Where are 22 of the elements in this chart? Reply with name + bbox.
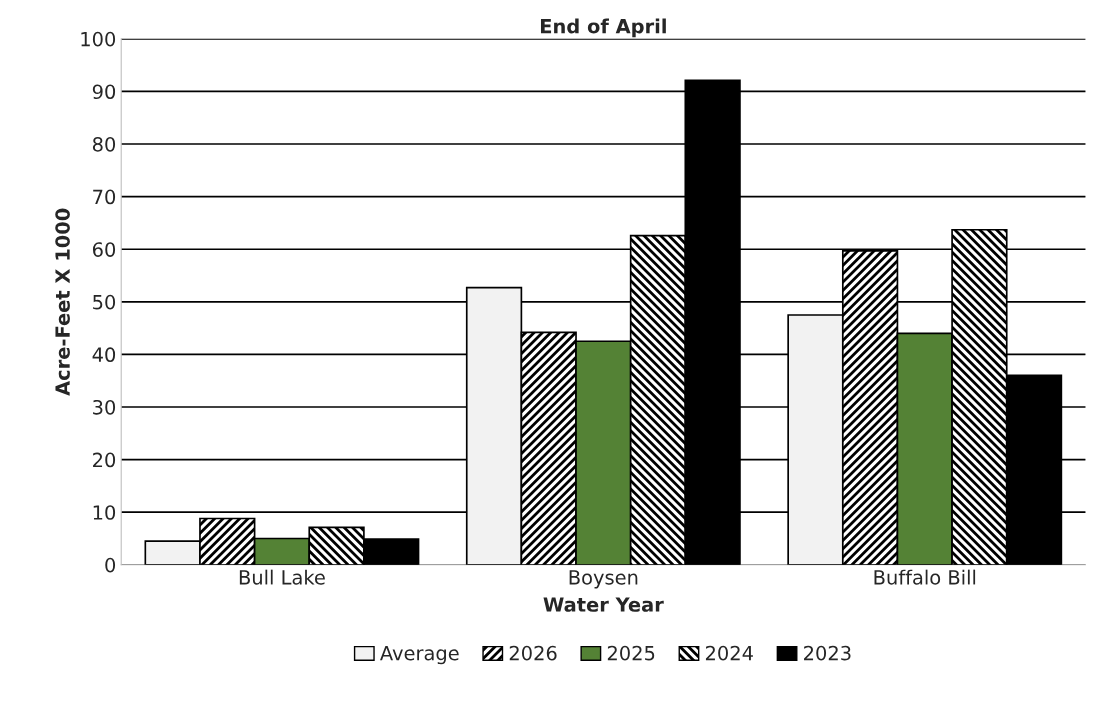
y-tick-label: 60 xyxy=(92,242,116,257)
y-tick-label: 0 xyxy=(105,557,116,573)
y-tick-label: 20 xyxy=(93,452,116,468)
x-axis-title: Water Year xyxy=(543,597,664,612)
y-tick-label: 40 xyxy=(92,347,116,363)
legend-label: 2023 xyxy=(804,645,851,661)
x-tick-label: Bull Lake xyxy=(239,569,325,585)
legend-label: 2026 xyxy=(509,645,557,661)
chart-title: End of April xyxy=(540,18,666,38)
y-tick-label: 100 xyxy=(81,31,116,47)
y-tick-label: 90 xyxy=(92,84,116,100)
y-tick-label: 70 xyxy=(93,189,116,205)
legend-label: Average xyxy=(380,646,459,665)
x-tick-label: Boysen xyxy=(569,570,638,589)
y-tick-label: 30 xyxy=(93,399,116,415)
legend-label: 2024 xyxy=(705,645,753,661)
y-tick-label: 80 xyxy=(92,136,116,152)
x-tick-label: Buffalo Bill xyxy=(874,569,976,585)
legend-label: 2025 xyxy=(607,645,655,661)
y-tick-label: 10 xyxy=(93,505,116,520)
y-axis-title: Acre-Feet X 1000 xyxy=(55,208,70,396)
y-tick-label: 50 xyxy=(93,294,116,310)
